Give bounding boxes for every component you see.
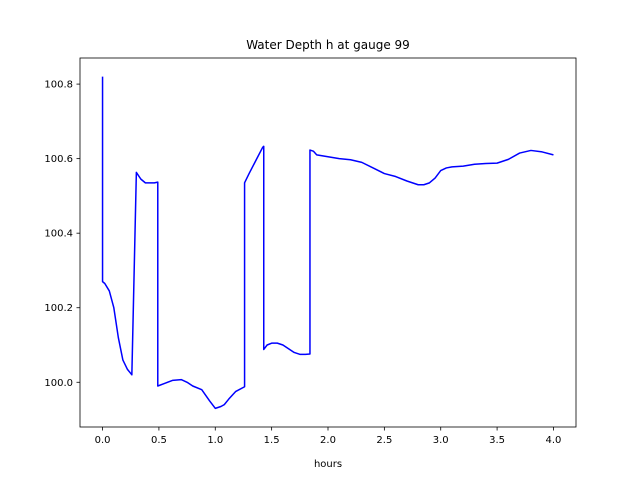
y-tick-label: 100.2 [44, 303, 73, 314]
chart-title: Water Depth h at gauge 99 [246, 38, 410, 52]
x-tick-label: 3.5 [489, 435, 505, 446]
x-tick-label: 1.5 [264, 435, 280, 446]
y-tick-label: 100.6 [44, 154, 73, 165]
y-tick-label: 100.8 [44, 80, 73, 91]
y-tick-label: 100.0 [44, 378, 73, 389]
series-line-0 [101, 76, 554, 410]
y-tick-label: 100.4 [44, 229, 73, 240]
x-tick-label: 4.0 [546, 435, 562, 446]
x-axis-label: hours [314, 459, 342, 470]
x-tick-label: 2.5 [376, 435, 392, 446]
x-tick-label: 3.0 [433, 435, 449, 446]
x-tick-label: 1.0 [207, 435, 223, 446]
x-tick-label: 0.0 [95, 435, 111, 446]
x-tick-label: 0.5 [151, 435, 167, 446]
x-tick-label: 2.0 [320, 435, 336, 446]
plot-area: 0.0 0.5 1.0 1.5 2.0 2.5 3.0 3.5 4.0 100.0 100.2 100… [44, 57, 577, 446]
